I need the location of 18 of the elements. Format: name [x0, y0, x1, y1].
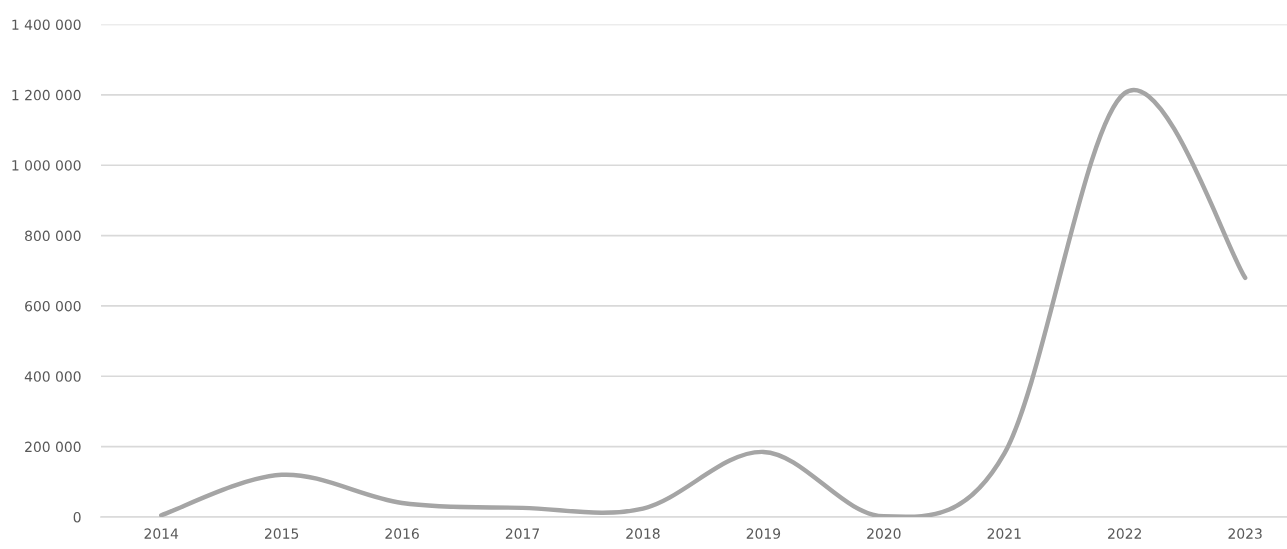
x-tick-label: 2014 — [144, 528, 179, 539]
x-tick-label: 2016 — [385, 528, 419, 539]
y-tick-label: 800 000 — [25, 230, 81, 242]
x-tick-label: 2017 — [505, 528, 540, 539]
y-tick-label: 600 000 — [25, 300, 81, 312]
y-tick-label: 1 000 000 — [12, 160, 81, 171]
x-tick-label: 2019 — [746, 528, 781, 539]
x-tick-label: 2021 — [987, 528, 1021, 539]
x-tick-label: 2020 — [867, 528, 901, 539]
x-tick-label: 2023 — [1228, 528, 1262, 539]
y-tick-label: 1 400 000 — [12, 19, 81, 30]
y-tick-label: 1 200 000 — [12, 89, 81, 101]
x-tick-label: 2022 — [1108, 528, 1141, 539]
y-tick-label: 200 000 — [25, 441, 81, 453]
y-tick-label: 0 — [73, 511, 81, 523]
x-tick-label: 2015 — [265, 528, 299, 539]
y-tick-label: 400 000 — [24, 371, 81, 382]
x-tick-label: 2018 — [626, 528, 660, 539]
